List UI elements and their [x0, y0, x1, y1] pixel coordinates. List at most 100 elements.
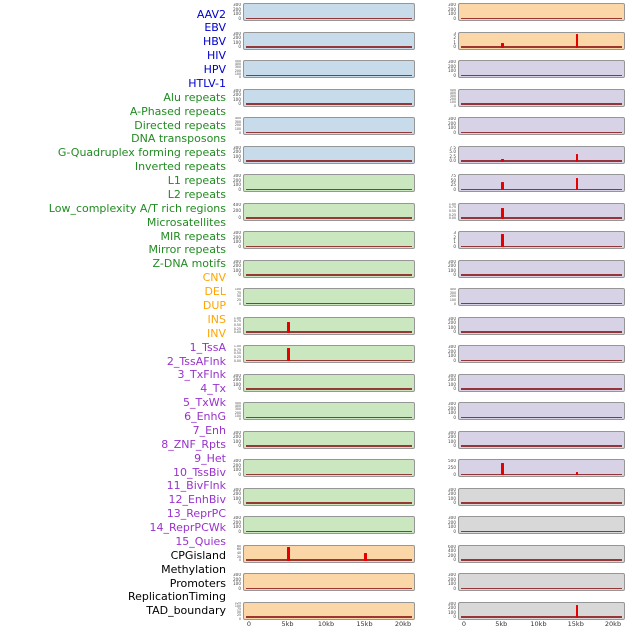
y-axis-ticks: 500 400 300 200 100 0: [437, 89, 456, 107]
y-axis-ticks: 300 200 100 0: [222, 89, 241, 107]
profile-baseline: [246, 103, 412, 105]
profile-baseline: [246, 131, 412, 133]
peak-marker: [364, 552, 367, 561]
profile-baseline: [461, 388, 622, 390]
profile-baseline: [461, 473, 622, 475]
x-tick-label: 20kb: [394, 620, 412, 628]
profile-baseline: [461, 74, 622, 76]
profile-baseline: [461, 188, 622, 190]
profile-panel-right-1: [458, 3, 625, 21]
y-tick-label: 300: [448, 516, 456, 520]
track-label: 8_ZNF_Rpts: [161, 437, 226, 451]
profile-baseline: [246, 445, 412, 447]
y-tick-label: 0: [238, 75, 241, 78]
peak-marker: [501, 233, 504, 247]
y-axis-ticks: 500 400 300 200 100 0: [222, 60, 241, 78]
y-tick-label: 300: [448, 60, 456, 64]
peak-marker: [501, 43, 504, 48]
y-tick-label: 25: [236, 613, 241, 618]
y-tick-label: 200: [449, 294, 456, 299]
profile-panel-right-2: [458, 31, 625, 50]
track-label: HTLV-1: [188, 76, 226, 90]
track-label: Directed repeats: [134, 118, 226, 132]
profile-baseline: [461, 46, 622, 48]
y-tick-label: 200: [448, 519, 456, 525]
track-label: TAD_boundary: [146, 604, 226, 618]
x-tick-label: 0: [246, 620, 252, 628]
y-tick-label: 25: [236, 298, 241, 303]
track-label: 9_Het: [194, 451, 226, 465]
track-label: 11_BivFlnk: [166, 479, 226, 493]
y-tick-label: 600: [448, 544, 456, 549]
profile-baseline: [246, 74, 412, 76]
y-tick-label: 50: [236, 610, 241, 615]
y-tick-label: 100: [234, 413, 241, 418]
profile-panel-left-21: [243, 573, 415, 591]
y-tick-label: 200: [448, 348, 456, 354]
y-tick-label: 300: [448, 573, 456, 577]
y-tick-label: 50: [450, 177, 456, 183]
profile-panel-left-19: [243, 516, 415, 534]
y-tick-label: 1: [453, 239, 456, 245]
profile-panel-right-16: [458, 430, 625, 449]
profile-baseline: [461, 103, 622, 105]
y-tick-label: 100: [234, 603, 241, 608]
x-tick-label: 10kb: [317, 620, 335, 628]
y-tick-label: 200: [233, 491, 241, 497]
y-tick-label: 100: [449, 100, 456, 105]
y-tick-label: 0: [238, 471, 241, 477]
track-label: EBV: [204, 21, 226, 35]
profile-panel-left-5: [243, 117, 415, 135]
y-tick-label: 500: [234, 60, 241, 63]
track-label: DUP: [202, 298, 226, 312]
y-tick-label: 300: [448, 316, 456, 321]
y-axis-ticks: 75 50 25 0: [437, 174, 456, 192]
y-tick-label: 200: [233, 149, 241, 155]
y-tick-label: 0.25: [233, 355, 241, 360]
y-tick-label: 200: [233, 177, 241, 183]
y-tick-label: 2.5: [449, 153, 456, 159]
track-label: Promoters: [169, 576, 226, 590]
y-tick-label: 300: [448, 601, 456, 606]
profile-panel-left-12: [243, 316, 415, 335]
profile-baseline: [246, 502, 412, 504]
y-axis-ticks: 125 100 75 50 25 0: [222, 602, 241, 620]
y-tick-label: 400: [448, 548, 456, 554]
y-tick-label: 300: [448, 117, 456, 121]
x-tick-label: 20kb: [604, 620, 622, 628]
profile-panel-right-6: [458, 145, 625, 164]
y-axis-ticks: 100 75 50 25 0: [222, 288, 241, 306]
peak-marker: [287, 321, 290, 333]
y-tick-label: 0: [453, 357, 456, 363]
profile-baseline: [246, 274, 412, 276]
y-axis-ticks: 500 250 0: [437, 459, 456, 477]
y-tick-label: 200: [233, 576, 241, 582]
y-tick-label: 200: [233, 263, 241, 269]
y-tick-label: 2: [453, 234, 456, 240]
peak-marker: [287, 347, 290, 361]
track-label: 7_Enh: [192, 423, 226, 437]
y-tick-label: 0: [453, 585, 456, 591]
y-tick-label: 100: [448, 495, 456, 501]
profile-panel-right-7: [458, 174, 625, 192]
y-tick-label: 100: [448, 324, 456, 330]
y-tick-label: 200: [233, 519, 241, 525]
y-tick-label: 125: [234, 601, 241, 605]
y-tick-label: 100: [233, 11, 241, 17]
profile-panel-right-21: [458, 573, 625, 591]
y-tick-label: 200: [233, 208, 241, 214]
y-tick-label: 0.50: [233, 322, 241, 327]
y-tick-label: 200: [448, 263, 456, 269]
y-tick-label: 0.00: [233, 358, 241, 363]
y-tick-label: 100: [233, 96, 241, 102]
y-tick-label: 250: [448, 464, 456, 470]
y-tick-label: 80: [236, 544, 241, 548]
y-tick-label: 0: [453, 301, 456, 306]
y-tick-label: 300: [448, 430, 456, 435]
y-tick-label: 0.50: [448, 208, 456, 213]
y-tick-label: 200: [448, 377, 456, 383]
profile-baseline: [246, 217, 412, 219]
y-axis-ticks: 300 200 100 0: [437, 431, 456, 449]
y-tick-label: 0: [453, 414, 456, 420]
